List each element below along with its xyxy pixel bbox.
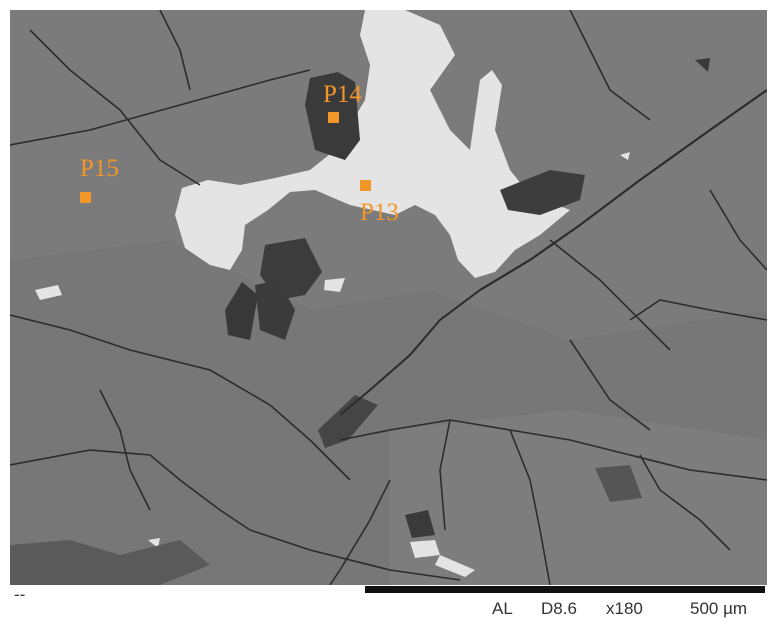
- point-marker-p14: [328, 112, 339, 123]
- crack: [439, 419, 451, 531]
- footer-left-mark: --: [14, 585, 26, 604]
- micrograph: [10, 10, 767, 585]
- scale-bar: [365, 586, 765, 593]
- crack: [159, 10, 191, 91]
- crack: [339, 289, 481, 416]
- crack: [10, 314, 351, 481]
- point-label-p13: P13: [360, 199, 399, 226]
- signal-label: AL: [492, 599, 513, 618]
- point-marker-p13: [360, 180, 371, 191]
- point-label-p15: P15: [80, 155, 119, 182]
- dark-crystal: [255, 280, 295, 340]
- crack: [329, 479, 391, 585]
- crack: [29, 29, 201, 186]
- point-marker-p15: [80, 192, 91, 203]
- crack: [249, 529, 461, 581]
- crack: [639, 454, 731, 551]
- crack-network: [10, 10, 767, 585]
- crack: [569, 10, 651, 121]
- bright-inclusion: [410, 540, 440, 558]
- dark-crystal: [595, 465, 642, 502]
- dark-crystal: [405, 510, 435, 538]
- crack: [569, 339, 651, 431]
- crack: [479, 89, 767, 291]
- bright-inclusion: [324, 278, 345, 292]
- scale-label: 500 µm: [690, 599, 748, 618]
- crack: [339, 419, 767, 481]
- dark-crystal: [500, 170, 585, 215]
- crack: [549, 239, 671, 351]
- point-label-p14: P14: [323, 81, 362, 108]
- crack: [709, 189, 767, 271]
- magnification-label: x180: [606, 599, 643, 618]
- crack: [99, 389, 151, 511]
- bright-inclusion: [620, 152, 630, 160]
- bright-inclusion: [35, 285, 62, 300]
- dark-fractured-zone: [10, 540, 210, 585]
- dark-crystal: [318, 395, 378, 448]
- crack: [10, 69, 311, 146]
- dark-crystal: [225, 282, 258, 340]
- bright-inclusion: [148, 538, 160, 548]
- bright-phase-grain: [175, 10, 570, 278]
- working-distance-label: D8.6: [541, 599, 577, 618]
- crack: [629, 299, 767, 321]
- matrix-shade-region: [390, 410, 767, 585]
- bright-inclusion: [435, 555, 475, 577]
- dark-crystal: [695, 58, 710, 72]
- crack: [509, 429, 551, 585]
- crack: [10, 449, 251, 531]
